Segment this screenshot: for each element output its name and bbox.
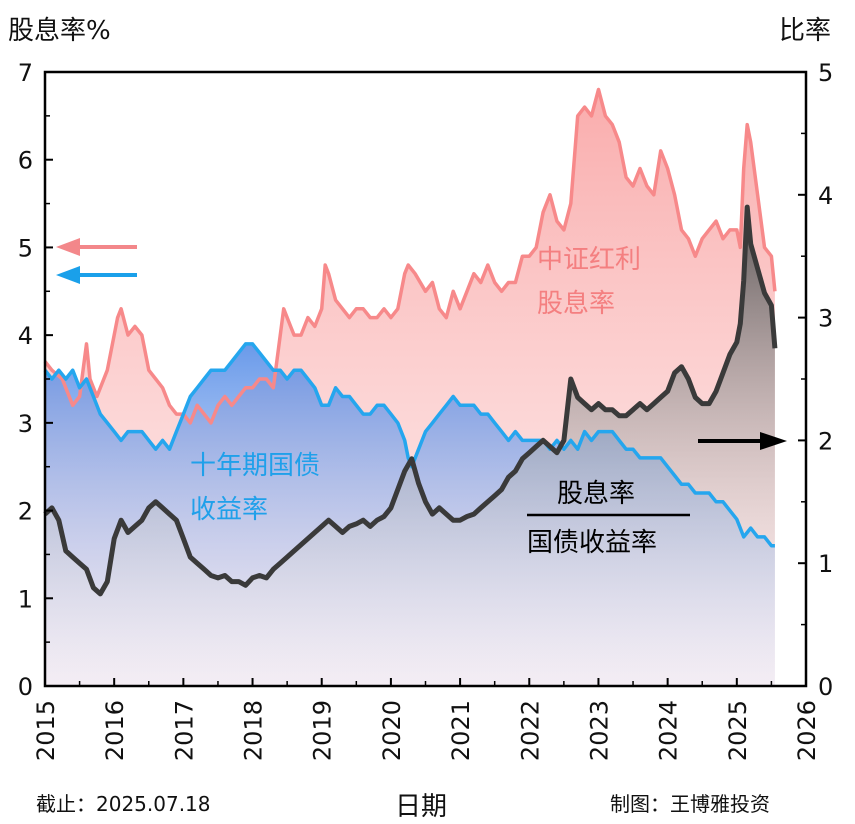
x-tick-label: 2016 [101,700,129,761]
x-tick-label: 2024 [655,700,683,761]
dividend-yield-label-line1: 中证红利 [537,245,641,275]
x-tick-label: 2022 [516,700,544,761]
right-tick-label: 0 [818,673,833,701]
left-tick-label: 4 [18,322,33,350]
right-tick-label: 4 [818,182,833,210]
left-axis-label: 股息率% [8,16,111,46]
left-tick-label: 3 [18,410,33,438]
x-tick-label: 2017 [170,700,198,761]
x-tick-label: 2018 [240,700,268,761]
bond-yield-label-line1: 十年期国债 [190,451,320,481]
x-tick-label: 2015 [32,700,60,761]
left-tick-label: 7 [18,59,33,87]
x-axis-label: 日期 [395,792,448,822]
dividend-yield-label-line2: 股息率 [537,289,615,319]
annotations: 中证红利 股息率 十年期国债 收益率 股息率 国债收益率 [190,245,690,558]
right-tick-label: 2 [818,427,833,455]
x-tick-label: 2020 [378,700,406,761]
left-tick-label: 1 [18,585,33,613]
bond-left-arrow-icon [56,266,137,284]
cutoff-date: 截止：2025.07.18 [36,792,211,816]
right-tick-label: 1 [818,550,833,578]
x-tick-label: 2025 [724,700,752,761]
dividend-left-arrow-icon [56,238,137,256]
ratio-line [43,204,778,597]
right-tick-label: 3 [818,305,833,333]
ratio-area [45,207,775,686]
x-tick-label: 2026 [793,700,821,761]
right-tick-label: 5 [818,59,833,87]
x-tick-label: 2019 [309,700,337,761]
right-axis-label: 比率 [779,16,832,46]
x-tick-label: 2021 [447,700,475,761]
ratio-denominator-label: 国债收益率 [527,528,657,558]
left-tick-label: 0 [18,673,33,701]
bond-yield-label-line2: 收益率 [190,495,268,525]
left-tick-label: 6 [18,147,33,175]
axis-indicator-arrows [56,238,787,450]
dividend-yield-line [43,87,777,425]
author-credit: 制图：王博雅投资 [610,792,770,816]
x-tick-label: 2023 [585,700,613,761]
left-tick-label: 2 [18,498,33,526]
axes: 0 1 2 3 4 5 6 7 0 1 2 3 4 5 2015 2016 2017 2018 2019 2020 20… [18,59,834,761]
left-tick-label: 5 [18,234,33,262]
series-lines [43,87,778,597]
ratio-numerator-label: 股息率 [557,479,635,509]
ratio-right-arrow-icon [698,432,787,450]
series-fills [45,89,775,686]
